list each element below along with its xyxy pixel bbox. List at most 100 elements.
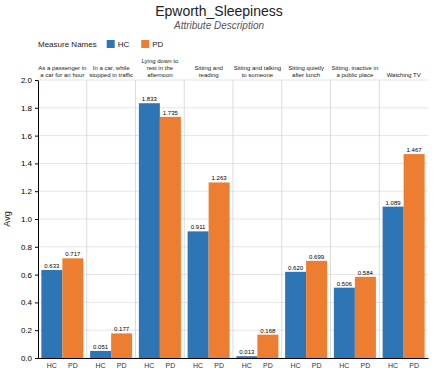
y-axis-line [38,81,39,359]
category-tick: Lying down torest in theafternoon [141,58,178,78]
category-label-line: As a passenger in [38,65,86,71]
y-tick-mark [35,163,38,164]
y-tick-label: 2.0 [21,76,33,85]
title: Epworth_Sleepiness [155,3,283,19]
bar [404,154,425,358]
category-tick: Sitting andreading [194,65,222,78]
y-tick: 0.6 [21,271,38,280]
category-label: Sitting quietlyafter lunch [288,65,324,78]
category-label: In a car, whilestopped in traffic [89,65,133,78]
data-label: 1.735 [163,110,179,116]
x-tick-label: PD [68,362,78,369]
y-tick: 1.8 [21,104,38,113]
data-label: 1.833 [142,96,158,102]
series-bars [62,117,424,358]
data-label: 0.051 [93,344,109,350]
category-tick: Sitting and talkingto someone [234,65,281,78]
data-label: 0.699 [309,254,325,260]
x-axis-line [39,358,429,359]
category-label: Sitting and talkingto someone [234,65,281,78]
bar [41,270,62,358]
y-tick-mark [35,219,38,220]
grid [38,80,428,358]
y-tick: 1.4 [21,159,38,168]
bar [334,288,355,358]
x-tick-label: HC [242,362,252,369]
category-label-line: Sitting quietly [288,65,324,71]
bar [90,351,111,358]
data-label: 0.584 [358,270,374,276]
y-axis: 0.00.20.40.60.81.01.21.41.61.82.0 [21,76,39,363]
bar [139,103,160,358]
x-axis [39,358,429,359]
category-tick: Sitting, inactive ina public place [332,65,379,78]
category-label-line: a public place [337,72,374,78]
category-label-line: a car for an hour [40,72,84,78]
y-tick-label: 1.8 [21,104,33,113]
category-label-line: Sitting, inactive in [332,65,379,71]
data-label: 0.717 [65,251,81,257]
legend-swatch [107,40,115,48]
category-label: Lying down torest in theafternoon [141,58,178,78]
chart-svg: Epworth_SleepinessAttribute Description0… [0,0,438,376]
y-tick-label: 0.2 [21,326,33,335]
x-series-labels: HCPDHCPDHCPDHCPDHCPDHCPDHCPDHCPD [47,362,419,369]
bar [383,207,404,358]
x-tick-label: HC [388,362,398,369]
group-separator [379,80,380,358]
data-label: 0.506 [337,281,353,287]
y-tick-label: 0.6 [21,271,33,280]
bar [355,277,376,358]
x-tick-label: PD [214,362,224,369]
category-tick: As a passenger ina car for an hour [38,65,86,78]
bar [236,356,257,358]
category-label: Sitting, inactive ina public place [332,65,379,78]
category-label: As a passenger ina car for an hour [38,65,86,78]
y-tick-mark [35,191,38,192]
category-label-line: afternoon [147,72,172,78]
y-tick-label: 1.0 [21,215,33,224]
group-separator [281,80,282,358]
y-tick: 0.0 [21,354,38,363]
y-tick-label: 0.0 [21,354,33,363]
group-separator [233,80,234,358]
y-tick-label: 0.4 [21,298,33,307]
y-tick: 1.6 [21,132,38,141]
y-tick-mark [35,247,38,248]
legend-label: HC [118,40,130,49]
plot: 0.6330.0511.8330.9110.0130.6200.5061.089… [21,58,429,369]
y-tick-mark [35,136,38,137]
data-label: 0.168 [260,328,276,334]
x-tick-label: PD [263,362,273,369]
legend-item: HC [107,40,130,49]
data-labels: 0.6330.0511.8330.9110.0130.6200.5061.089… [44,96,422,355]
group-separators [87,80,380,358]
group-separator [135,80,136,358]
y-tick-mark [35,302,38,303]
x-tick-label: HC [96,362,106,369]
category-label-line: stopped in traffic [89,72,133,78]
category-label-line: rest in the [147,65,174,71]
category-label-line: Lying down to [141,58,178,64]
bar [306,261,327,358]
y-tick-mark [35,275,38,276]
y-tick-label: 1.6 [21,132,33,141]
bars [41,103,424,358]
data-label: 1.089 [386,200,402,206]
group-separator [184,80,185,358]
y-tick: 0.8 [21,243,38,252]
x-tick-label: HC [291,362,301,369]
category-label-line: to someone [242,72,274,78]
y-tick-label: 0.8 [21,243,33,252]
x-tick-label: PD [166,362,176,369]
x-tick-label: PD [312,362,322,369]
category-label-line: reading [199,72,219,78]
data-label: 0.633 [44,263,60,269]
legend-swatch [141,40,149,48]
chart-container: Epworth_SleepinessAttribute Description0… [0,0,438,376]
x-tick-label: HC [144,362,154,369]
series-bars [41,103,403,358]
bar [257,335,278,358]
y-tick: 0.2 [21,326,38,335]
group-separator [330,80,331,358]
